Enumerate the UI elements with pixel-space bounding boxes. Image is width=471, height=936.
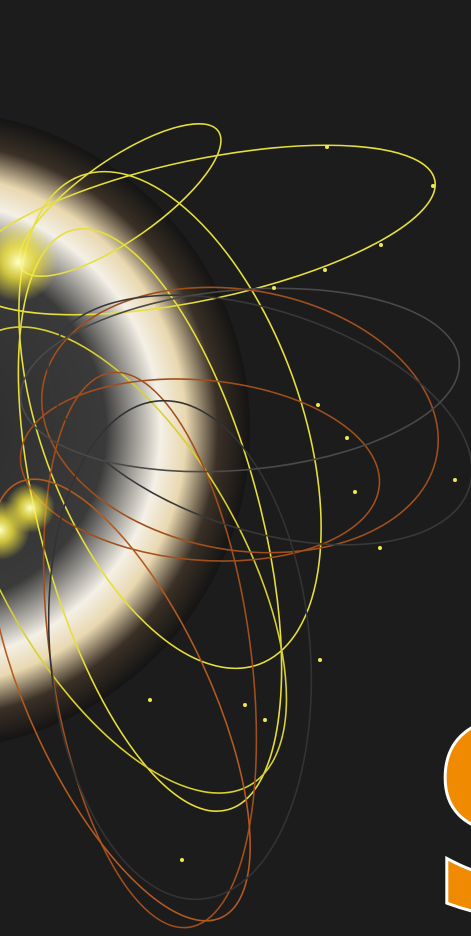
orbits [0,122,471,929]
light-flare [0,222,58,302]
globe [0,117,250,743]
light-flare [0,500,30,560]
logo-letter: S [428,672,471,936]
orbit-dots [148,145,457,862]
